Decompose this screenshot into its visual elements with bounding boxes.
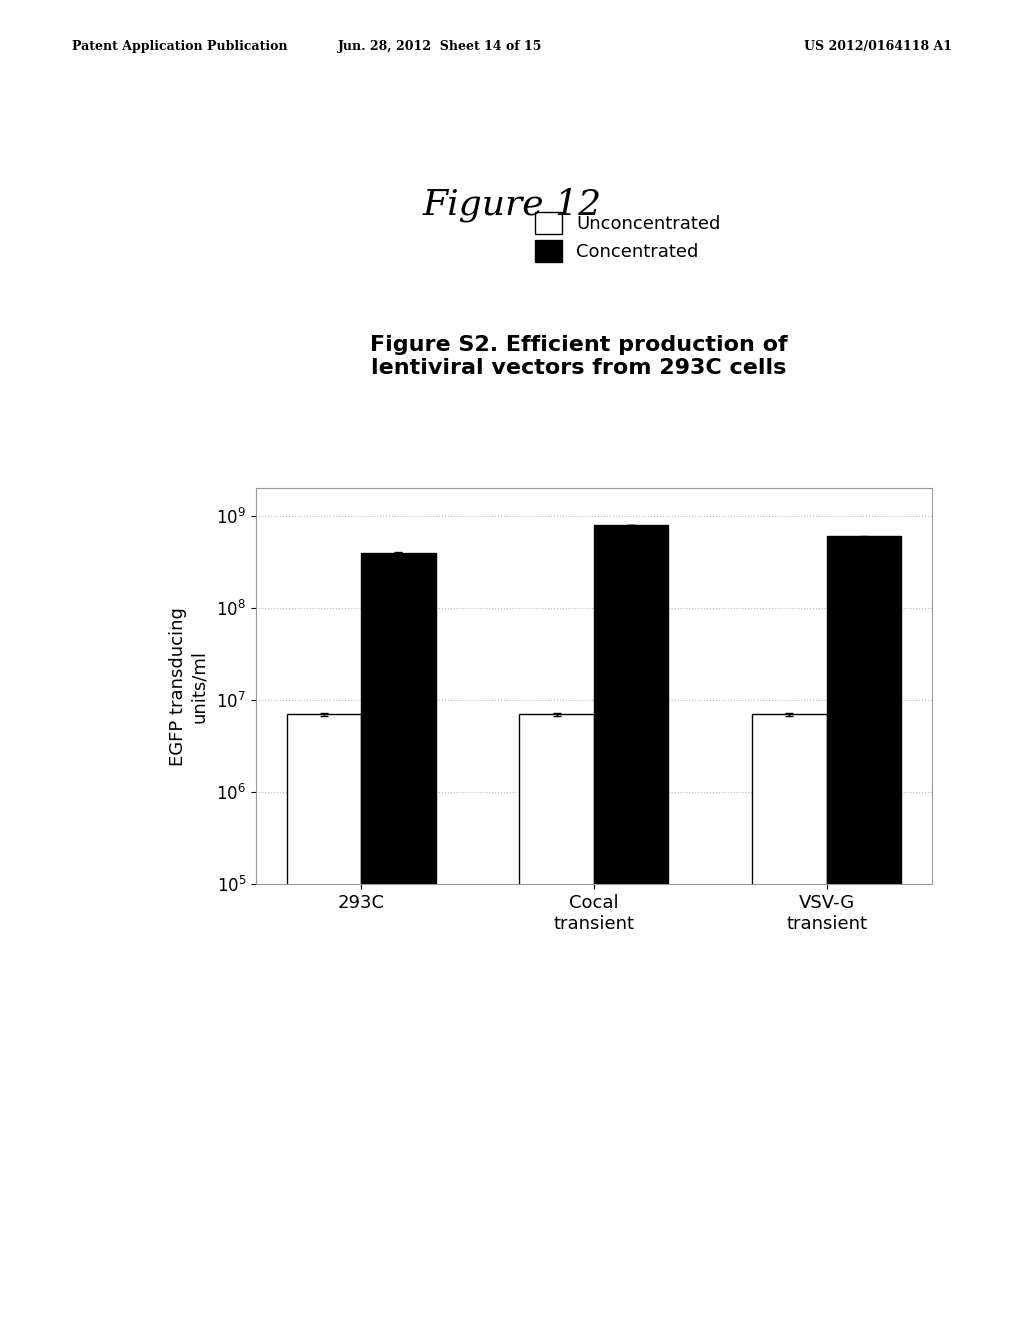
Bar xyxy=(594,525,669,1320)
Bar xyxy=(826,536,901,1320)
Y-axis label: EGFP transducing
units/ml: EGFP transducing units/ml xyxy=(169,607,208,766)
Text: Jun. 28, 2012  Sheet 14 of 15: Jun. 28, 2012 Sheet 14 of 15 xyxy=(338,40,543,53)
Text: US 2012/0164118 A1: US 2012/0164118 A1 xyxy=(804,40,952,53)
Text: Patent Application Publication: Patent Application Publication xyxy=(72,40,287,53)
Bar xyxy=(519,714,594,1320)
Legend: Unconcentrated, Concentrated: Unconcentrated, Concentrated xyxy=(535,213,721,261)
Text: Figure 12: Figure 12 xyxy=(423,187,601,222)
Bar xyxy=(287,714,361,1320)
Bar xyxy=(753,714,826,1320)
Text: Figure S2. Efficient production of
lentiviral vectors from 293C cells: Figure S2. Efficient production of lenti… xyxy=(370,335,787,378)
Bar xyxy=(361,553,435,1320)
